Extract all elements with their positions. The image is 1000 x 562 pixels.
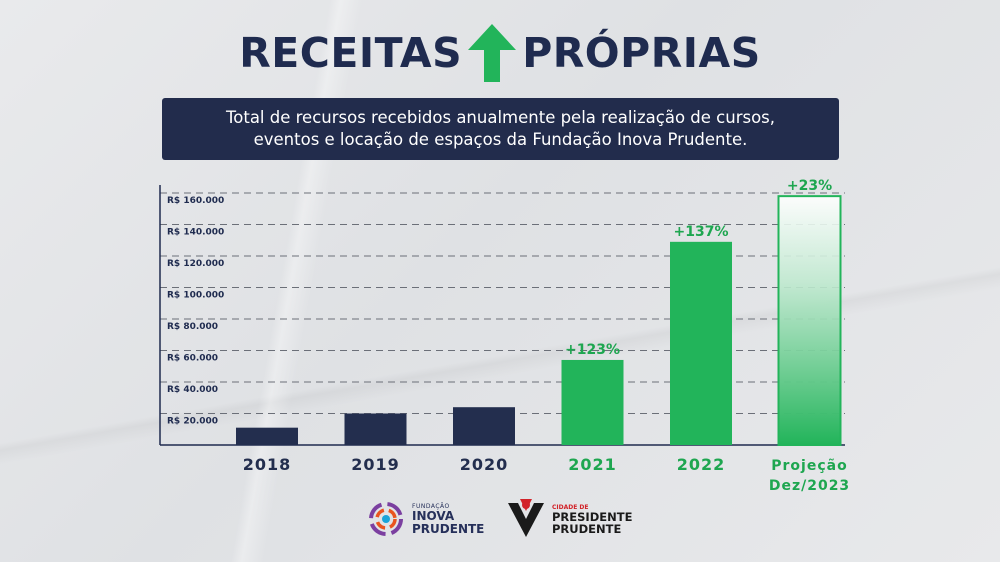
bar-annotation: +123% <box>565 342 620 358</box>
x-tick-label: 2021 <box>568 455 617 474</box>
up-arrow-icon <box>468 24 517 82</box>
city-emblem-icon <box>508 499 544 537</box>
bar <box>453 407 515 445</box>
bar-annotations: +123% +137% +23% <box>565 178 832 358</box>
logo1-line1: INOVA <box>412 508 455 523</box>
y-tick-label: R$ 100.000 <box>167 291 224 301</box>
bar <box>670 241 732 445</box>
x-tick-labels: 2018 2019 2020 2021 2022 Projeção Dez/2023 <box>243 455 850 494</box>
y-tick-label: R$ 40.000 <box>167 385 218 395</box>
logo2-line1: PRESIDENTE <box>552 509 633 524</box>
y-tick-label: R$ 120.000 <box>167 259 224 269</box>
bars <box>236 195 842 446</box>
subtitle-line-2: eventos e locação de espaços da Fundação… <box>253 130 748 149</box>
bar <box>561 359 624 445</box>
subtitle-line-1: Total de recursos recebidos anualmente p… <box>225 108 776 127</box>
x-tick-label: 2019 <box>351 455 400 474</box>
bar <box>777 195 842 446</box>
bar-annotation: +23% <box>787 178 832 194</box>
y-tick-labels: R$ 20.000 R$ 40.000 R$ 60.000 R$ 80.000 R$ 1… <box>167 196 224 427</box>
y-tick-label: R$ 20.000 <box>167 417 218 427</box>
title-left: RECEITAS <box>239 29 463 77</box>
x-tick-label: Projeção <box>771 458 847 474</box>
logo2-small-text: CIDADE DE <box>552 503 589 511</box>
inova-logo-icon <box>369 502 403 536</box>
y-tick-label: R$ 80.000 <box>167 322 218 332</box>
logo-presidente-prudente: CIDADE DE PRESIDENTE PRUDENTE <box>506 495 632 543</box>
logo1-small-text: FUNDAÇÃO <box>412 502 450 510</box>
subtitle-banner: Total de recursos recebidos anualmente p… <box>162 98 839 160</box>
x-tick-label: 2022 <box>677 455 726 474</box>
logo1-line2: PRUDENTE <box>412 521 485 536</box>
y-tick-label: R$ 140.000 <box>167 228 224 238</box>
grid-lines <box>160 192 845 414</box>
bar <box>236 427 298 445</box>
page-title: RECEITAS PRÓPRIAS <box>0 22 1000 84</box>
x-tick-label: Dez/2023 <box>769 478 850 494</box>
bar <box>344 413 407 445</box>
y-tick-label: R$ 60.000 <box>167 354 218 364</box>
bar-annotation: +137% <box>674 224 729 240</box>
logo-inova-prudente: FUNDAÇÃO INOVA PRUDENTE <box>366 495 484 543</box>
x-tick-label: 2018 <box>243 455 292 474</box>
x-tick-label: 2020 <box>460 455 509 474</box>
y-tick-label: R$ 160.000 <box>167 196 224 206</box>
logo2-line2: PRUDENTE <box>552 521 622 536</box>
title-right: PRÓPRIAS <box>522 29 761 77</box>
